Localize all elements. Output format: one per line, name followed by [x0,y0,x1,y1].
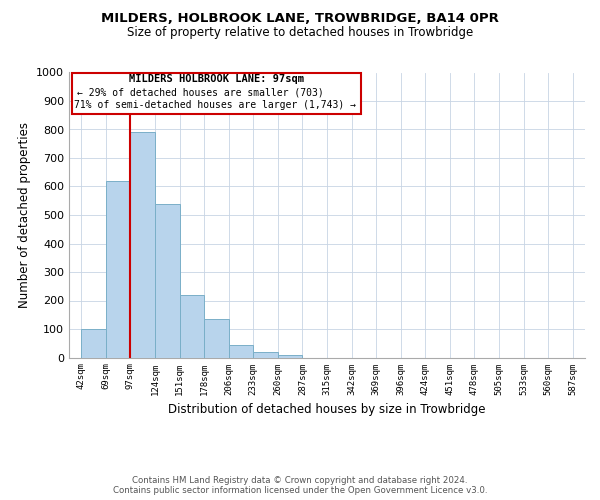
Bar [81,329,106,358]
Bar [204,319,229,358]
X-axis label: Distribution of detached houses by size in Trowbridge: Distribution of detached houses by size … [168,403,486,416]
Y-axis label: Number of detached properties: Number of detached properties [17,122,31,308]
Text: MILDERS, HOLBROOK LANE, TROWBRIDGE, BA14 0PR: MILDERS, HOLBROOK LANE, TROWBRIDGE, BA14… [101,12,499,26]
Text: Contains HM Land Registry data © Crown copyright and database right 2024.
Contai: Contains HM Land Registry data © Crown c… [113,476,487,495]
FancyBboxPatch shape [71,72,361,114]
Bar [106,181,130,358]
Bar [130,132,155,358]
Text: ← 29% of detached houses are smaller (703): ← 29% of detached houses are smaller (70… [77,88,323,98]
Bar [179,295,204,358]
Text: Size of property relative to detached houses in Trowbridge: Size of property relative to detached ho… [127,26,473,39]
Text: 71% of semi-detached houses are larger (1,743) →: 71% of semi-detached houses are larger (… [74,100,356,110]
Bar [253,352,278,358]
Bar [229,344,253,358]
Bar [155,204,179,358]
Text: MILDERS HOLBROOK LANE: 97sqm: MILDERS HOLBROOK LANE: 97sqm [128,74,304,84]
Bar [278,354,302,358]
